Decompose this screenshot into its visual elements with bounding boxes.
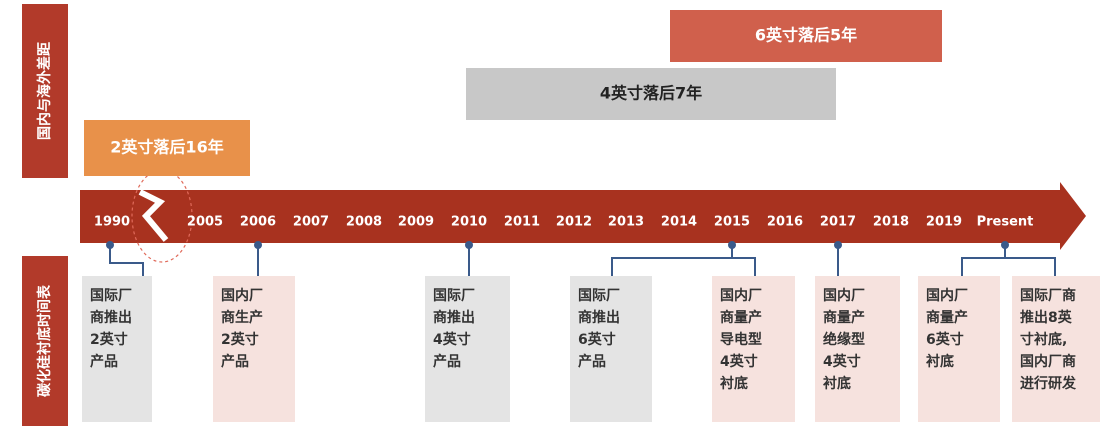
event-text: 商推出: [578, 309, 620, 326]
event-text: 推出8英: [1020, 309, 1073, 326]
event-text: 国内厂: [823, 287, 865, 304]
connector-dot: [106, 241, 114, 249]
event-text: 商量产: [823, 309, 865, 326]
gap-label: 4英寸落后7年: [600, 84, 702, 103]
gap-bar: [466, 68, 836, 120]
event-text: 6英寸: [926, 331, 964, 348]
side-box: [22, 4, 68, 178]
connector-dot: [834, 241, 842, 249]
event-text: 国内厂: [720, 287, 762, 304]
event-text: 商量产: [926, 309, 968, 326]
year-label: 2007: [293, 215, 329, 230]
event-text: 2英寸: [90, 331, 128, 348]
event-text: 国际厂: [90, 288, 132, 304]
connector: [611, 245, 756, 276]
event-text: 6英寸: [578, 331, 616, 348]
event-text: 产品: [433, 353, 461, 370]
year-label: 2017: [820, 215, 856, 230]
year-label: 2018: [873, 215, 909, 230]
event-text: 4英寸: [433, 331, 471, 348]
event-text: 产品: [578, 353, 606, 370]
gap-bar: [84, 120, 250, 176]
event-box: [815, 276, 900, 422]
side-label: 碳化硅衬底时间表: [36, 284, 53, 397]
event-text: 绝缘型: [823, 331, 865, 348]
event-box: [1012, 276, 1100, 422]
event-text: 寸衬底,: [1020, 331, 1067, 348]
side-box: [22, 256, 68, 426]
year-label: 2012: [556, 215, 592, 230]
event-box: [213, 276, 295, 422]
year-label: Present: [977, 215, 1034, 230]
gap-label: 2英寸落后16年: [110, 138, 223, 157]
event-text: 国际厂: [433, 288, 475, 304]
event-text: 产品: [221, 353, 249, 370]
event-text: 国内厂商: [1020, 353, 1076, 370]
event-text: 4英寸: [720, 353, 758, 370]
gap-label: 6英寸落后5年: [755, 26, 857, 45]
event-box: [918, 276, 1000, 422]
connector: [961, 245, 1056, 276]
event-text: 衬底: [926, 353, 954, 370]
event-text: 产品: [90, 353, 118, 370]
event-text: 导电型: [720, 331, 762, 348]
break-mark: [138, 189, 169, 242]
event-text: 商量产: [720, 309, 762, 326]
event-text: 商推出: [433, 309, 475, 326]
year-label: 2019: [926, 215, 962, 230]
year-label: 2013: [608, 215, 644, 230]
event-text: 商生产: [221, 309, 263, 326]
event-box: [425, 276, 510, 422]
event-text: 衬底: [823, 375, 851, 392]
event-text: 衬底: [720, 375, 748, 392]
event-text: 国内厂: [221, 287, 263, 304]
year-label: 2011: [504, 215, 540, 230]
connector-dot: [1001, 241, 1009, 249]
gap-bar: [670, 10, 942, 62]
year-label: 2014: [661, 215, 697, 230]
year-label: 2010: [451, 215, 487, 230]
event-box: [712, 276, 795, 422]
event-text: 商推出: [90, 309, 132, 326]
event-box: [82, 276, 152, 422]
side-label: 国内与海外差距: [36, 42, 53, 140]
timeline-arrow: [80, 182, 1086, 250]
event-text: 国内厂: [926, 287, 968, 304]
event-box: [570, 276, 652, 422]
event-text: 4英寸: [823, 353, 861, 370]
event-text: 国际厂: [578, 288, 620, 304]
connector-dot: [254, 241, 262, 249]
year-label: 2015: [714, 215, 750, 230]
year-label: 2009: [398, 215, 434, 230]
year-label: 2016: [767, 215, 803, 230]
connector: [109, 245, 144, 276]
event-text: 国际厂商: [1020, 287, 1076, 304]
year-label: 2006: [240, 215, 276, 230]
year-label: 2005: [187, 215, 223, 230]
connector-dot: [728, 241, 736, 249]
event-text: 2英寸: [221, 331, 259, 348]
year-label: 1990: [94, 215, 130, 230]
connector-dot: [465, 241, 473, 249]
year-label: 2008: [346, 215, 382, 230]
event-text: 进行研发: [1020, 375, 1077, 392]
